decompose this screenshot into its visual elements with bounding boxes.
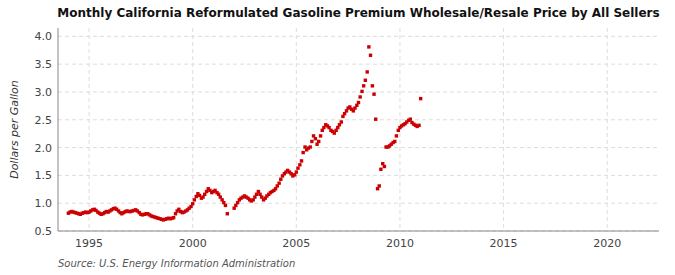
tick-label: 2.5 [35, 114, 53, 127]
point [372, 92, 375, 95]
point [277, 181, 280, 184]
tick-label: 1995 [75, 237, 103, 250]
grid-line [58, 175, 659, 176]
axes: 0.5 1.0 1.5 2.0 2.5 3.0 3.5 4.0 1995 2000 2005 2010… [35, 28, 660, 250]
grid-line [89, 28, 90, 231]
y-axis-label: Dollars per Gallon [8, 80, 21, 179]
point [367, 45, 370, 48]
point [374, 118, 377, 121]
grid-line [58, 203, 659, 204]
tick-label: 2015 [490, 237, 518, 250]
grid-line [503, 28, 504, 231]
point [419, 97, 422, 100]
point [360, 90, 363, 93]
point [364, 79, 367, 82]
point [393, 140, 396, 143]
tick-label: 4.0 [35, 30, 53, 43]
source-note: Source: U.S. Energy Information Administ… [58, 258, 295, 269]
point [378, 184, 381, 187]
point [417, 124, 420, 127]
point [191, 202, 194, 205]
point [319, 134, 322, 137]
point [409, 118, 412, 121]
point [362, 84, 365, 87]
point [224, 204, 227, 207]
title: Monthly California Reformulated Gasoline… [57, 6, 659, 20]
tick-label: 0.5 [35, 225, 53, 238]
grid-line [58, 36, 659, 37]
grid-line [58, 64, 659, 65]
tick-label: 1.5 [35, 169, 53, 182]
tick-label: 3.0 [35, 86, 53, 99]
grid-line [58, 231, 659, 232]
tick-label: 2.0 [35, 142, 53, 155]
point [172, 216, 175, 219]
grid-line [58, 119, 659, 120]
point [298, 163, 301, 166]
point [317, 140, 320, 143]
tick-label: 2010 [386, 237, 414, 250]
point [314, 137, 317, 140]
grid-line [607, 28, 608, 231]
point [296, 166, 299, 169]
point [366, 70, 369, 73]
grid [58, 28, 659, 231]
point [310, 140, 313, 143]
point [295, 170, 298, 173]
points [67, 45, 423, 221]
tick-label: 3.5 [35, 58, 53, 71]
point [193, 198, 196, 201]
point [371, 84, 374, 87]
grid-line [58, 147, 659, 148]
point [369, 54, 372, 57]
y-axis-line [58, 28, 59, 231]
tick-label: 2000 [179, 237, 207, 250]
point [357, 101, 360, 104]
point [279, 178, 282, 181]
point [226, 212, 229, 215]
tick-label: 1.0 [35, 197, 53, 210]
x-axis-line [58, 231, 659, 232]
chart: 0.5 1.0 1.5 2.0 2.5 3.0 3.5 4.0 1995 2000 2005 2010… [0, 0, 675, 275]
point [300, 159, 303, 162]
grid-line [58, 91, 659, 92]
tick-label: 2005 [282, 237, 310, 250]
point [340, 120, 343, 123]
point [358, 95, 361, 98]
point [379, 168, 382, 171]
tick-label: 2020 [593, 237, 621, 250]
grid-line [296, 28, 297, 231]
point [309, 145, 312, 148]
point [301, 151, 304, 154]
point [383, 165, 386, 168]
point [395, 134, 398, 137]
